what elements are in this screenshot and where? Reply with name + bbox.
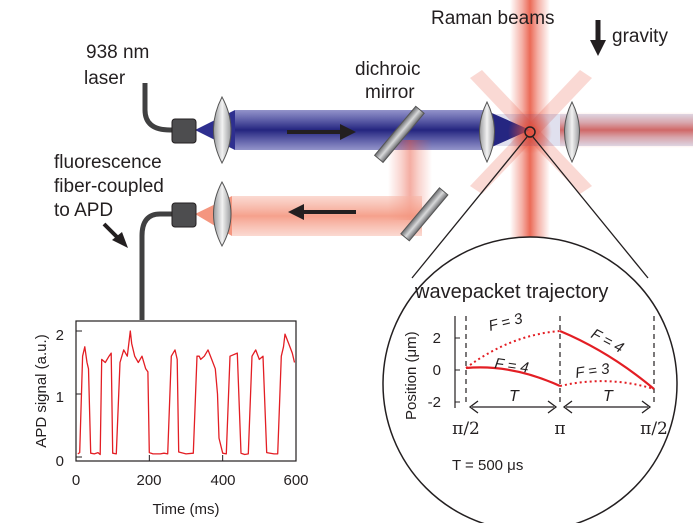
gravity-label: gravity	[612, 26, 668, 47]
apd-coupler	[171, 202, 197, 228]
interval-arrow-1	[468, 400, 558, 414]
inset-ytick-neg2: -2	[428, 394, 441, 411]
lens-laser	[213, 95, 232, 165]
interval-label-2: T	[603, 388, 614, 405]
inset-plot: 2 0 -2 Position (μm) F = 3 F = 4 F = 4 F…	[403, 310, 668, 474]
apd-ylabel: APD signal (a.u.)	[33, 334, 50, 447]
inset-ytick-0: 0	[433, 362, 441, 379]
arrow-left	[288, 204, 356, 220]
atom-position	[524, 126, 536, 138]
lens-right	[564, 100, 580, 164]
apd-xtick-400: 400	[210, 472, 235, 489]
arrow-right	[287, 124, 356, 140]
interval-arrow-2	[562, 400, 652, 414]
zoom-line-right	[532, 136, 649, 279]
dichroic-mirror	[373, 105, 425, 164]
trajectory-f4-right	[559, 329, 655, 390]
label-f4-left: F = 4	[493, 355, 529, 377]
inset-ytick-2: 2	[433, 330, 441, 347]
apd-plot: 0 200 400 600 0 1 2 Time (ms) APD signal…	[33, 320, 309, 518]
inset-ylabel: Position (μm)	[403, 331, 420, 420]
phase-label-1: π/2	[452, 419, 480, 439]
inset-circle	[382, 236, 678, 523]
laser-beam	[235, 110, 485, 150]
fluorescence-beam	[232, 196, 422, 236]
apd-fiber	[139, 211, 176, 320]
trajectory-f3-right	[559, 380, 655, 390]
phase-label-2: π	[554, 419, 565, 439]
apd-ticks	[75, 330, 297, 461]
laser-label-line1: 938 nm	[86, 42, 149, 63]
laser-fiber	[142, 83, 178, 133]
phase-label-3: π/2	[640, 419, 668, 439]
apd-ytick-2: 2	[56, 327, 64, 344]
apd-xtick-600: 600	[283, 472, 308, 489]
fold-mirror	[400, 187, 449, 242]
fluorescence-label-line1: fluorescence	[54, 152, 162, 173]
focus-glow	[508, 110, 552, 154]
apd-plot-frame	[75, 320, 297, 462]
dichroic-label-line2: mirror	[365, 82, 415, 103]
laser-coupler	[171, 118, 197, 144]
lens-left	[479, 100, 495, 164]
duration-label: T = 500 μs	[452, 457, 523, 474]
apd-xtick-0: 0	[72, 472, 80, 489]
gravity-arrow	[590, 20, 606, 56]
apd-trace	[77, 330, 296, 456]
label-f3-right: F = 3	[574, 360, 611, 382]
trajectory-f4-left	[465, 366, 561, 388]
trajectory-f3-left	[465, 330, 561, 369]
apd-pointer-arrow	[102, 222, 128, 248]
interval-label-1: T	[509, 388, 520, 405]
inset-title: wavepacket trajectory	[414, 281, 608, 303]
dichroic-label-line1: dichroic	[355, 59, 420, 80]
apd-xtick-200: 200	[136, 472, 161, 489]
apd-xlabel: Time (ms)	[153, 501, 220, 518]
apd-ytick-0: 0	[56, 453, 64, 470]
apd-ytick-1: 1	[56, 389, 64, 406]
laser-beam-focus	[485, 110, 530, 150]
laser-label-line2: laser	[84, 68, 126, 89]
lens-fluorescence	[213, 180, 232, 248]
fluorescence-label-line3: to APD	[54, 200, 113, 221]
raman-label: Raman beams	[431, 8, 555, 29]
zoom-line-left	[411, 136, 528, 279]
fluorescence-label-line2: fiber-coupled	[54, 176, 164, 197]
raman-beam-horizontal	[560, 112, 693, 148]
